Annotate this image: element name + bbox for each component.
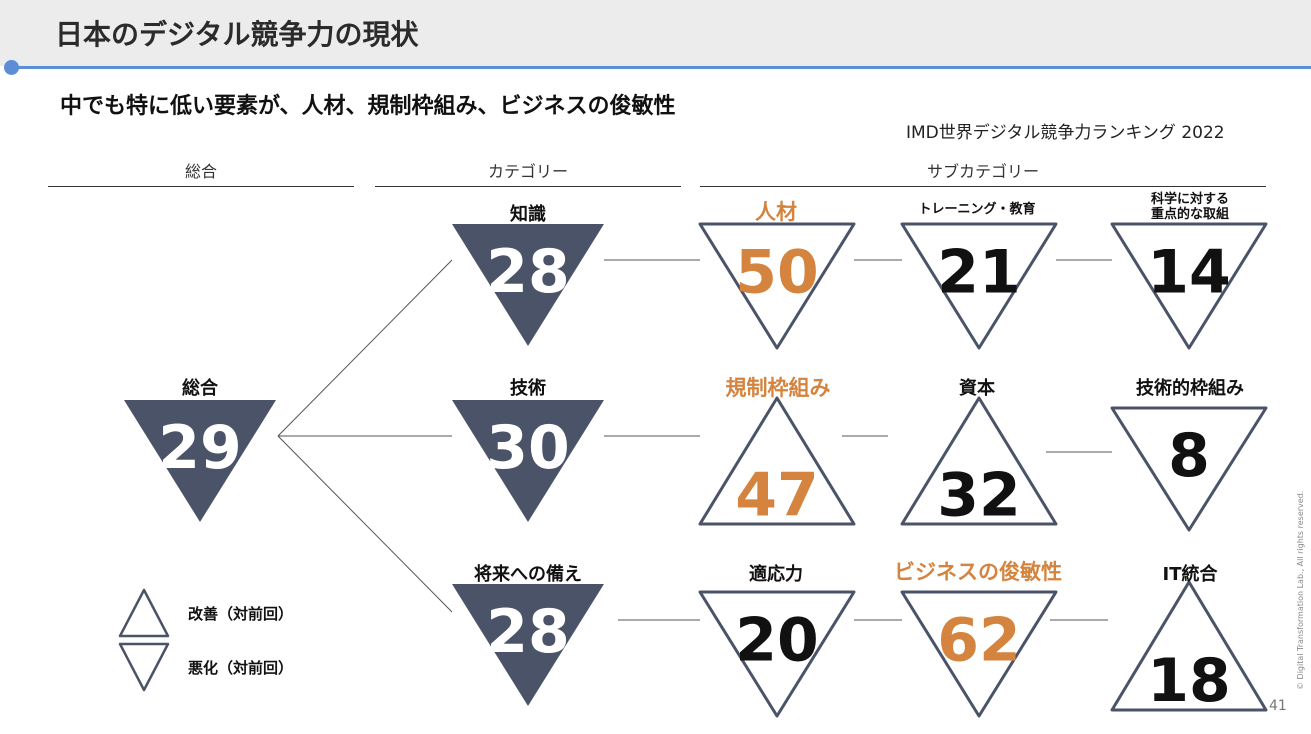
rank-knowledge: 28	[486, 237, 570, 307]
triangle-overall	[124, 400, 276, 522]
rank-talent: 50	[735, 238, 819, 308]
rank-technology: 30	[486, 413, 570, 483]
rank-capital: 32	[937, 460, 1021, 530]
triangle-tech-frame	[1110, 406, 1268, 532]
accent-line	[10, 66, 1311, 69]
rank-future: 28	[486, 597, 570, 667]
label-overall: 総合	[182, 378, 218, 399]
label-science: 科学に対する 重点的な取組	[1150, 192, 1230, 222]
column-rule-subcategory	[700, 186, 1266, 187]
triangle-science	[1110, 222, 1268, 350]
legend-decline-label: 悪化（対前回）	[188, 659, 294, 677]
triangle-future	[452, 584, 604, 706]
column-rule-overall	[48, 186, 354, 187]
connector-overall-future	[277, 435, 453, 613]
subtitle: 中でも特に低い要素が、人材、規制枠組み、ビジネスの俊敏性	[60, 94, 676, 119]
rank-agility: 62	[937, 606, 1021, 676]
triangle-adaptive	[698, 590, 856, 718]
triangle-technology	[452, 400, 604, 522]
column-header-category: カテゴリー	[487, 162, 568, 181]
legend-decline-icon	[118, 642, 170, 692]
label-technology: 技術	[510, 378, 546, 399]
rank-it-integration: 18	[1147, 646, 1231, 716]
title-bar	[0, 0, 1311, 66]
page-title: 日本のデジタル競争力の現状	[55, 18, 419, 51]
triangle-training	[900, 222, 1058, 350]
label-it-integration: IT統合	[1162, 564, 1218, 585]
accent-dot	[4, 60, 19, 75]
rank-overall: 29	[158, 413, 242, 483]
rank-regulatory: 47	[735, 460, 819, 530]
label-knowledge: 知識	[510, 204, 546, 225]
label-regulatory: 規制枠組み	[725, 376, 831, 400]
legend-improve-label: 改善（対前回）	[188, 605, 294, 623]
triangle-agility	[900, 590, 1058, 718]
label-agility: ビジネスの俊敏性	[894, 560, 1062, 584]
triangle-capital	[900, 396, 1058, 526]
column-header-overall: 総合	[184, 162, 217, 181]
rank-tech-frame: 8	[1168, 421, 1210, 491]
rank-training: 21	[937, 238, 1021, 308]
connector-overall-knowledge	[277, 259, 453, 437]
legend-improve-icon	[118, 588, 170, 638]
label-adaptive: 適応力	[749, 564, 803, 585]
rank-adaptive: 20	[735, 606, 819, 676]
source-note: IMD世界デジタル競争力ランキング 2022	[906, 123, 1225, 143]
triangle-it-integration	[1110, 580, 1268, 712]
label-capital: 資本	[959, 378, 995, 399]
rank-science: 14	[1147, 238, 1231, 308]
triangle-regulatory	[698, 396, 856, 526]
column-header-subcategory: サブカテゴリー	[926, 162, 1039, 181]
page-number: 41	[1269, 698, 1287, 714]
triangle-knowledge	[452, 224, 604, 346]
label-talent: 人材	[755, 200, 797, 224]
triangle-talent	[698, 222, 856, 350]
copyright: © Digital Transformation Lab., All right…	[1296, 490, 1305, 690]
label-future: 将来への備え	[474, 564, 582, 585]
label-tech-frame: 技術的枠組み	[1136, 378, 1244, 399]
label-training: トレーニング・教育	[918, 202, 1036, 217]
column-rule-category	[375, 186, 681, 187]
